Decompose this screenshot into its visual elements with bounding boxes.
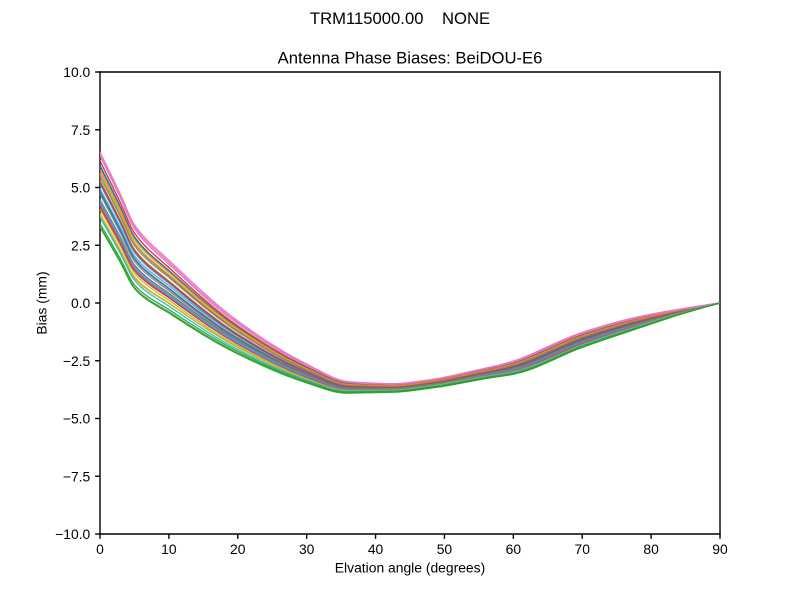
svg-text:Bias (mm): Bias (mm)	[34, 271, 50, 334]
svg-text:−5.0: −5.0	[63, 411, 91, 427]
svg-text:80: 80	[643, 541, 659, 557]
svg-text:5.0: 5.0	[71, 180, 91, 196]
svg-text:0.0: 0.0	[71, 295, 91, 311]
svg-text:70: 70	[575, 541, 591, 557]
svg-text:Antenna Phase Biases: BeiDOU-E: Antenna Phase Biases: BeiDOU-E6	[278, 49, 543, 68]
svg-text:0: 0	[96, 541, 104, 557]
svg-text:10.0: 10.0	[63, 64, 90, 80]
svg-text:60: 60	[506, 541, 522, 557]
svg-text:50: 50	[437, 541, 453, 557]
svg-text:−2.5: −2.5	[63, 353, 91, 369]
svg-text:TRM115000.00 NONE: TRM115000.00 NONE	[310, 9, 490, 28]
svg-text:Elvation angle (degrees): Elvation angle (degrees)	[335, 559, 485, 575]
svg-text:−7.5: −7.5	[63, 468, 91, 484]
svg-text:90: 90	[712, 541, 728, 557]
svg-text:2.5: 2.5	[71, 237, 91, 253]
svg-text:10: 10	[161, 541, 177, 557]
svg-text:7.5: 7.5	[71, 122, 91, 138]
svg-text:20: 20	[230, 541, 246, 557]
svg-text:−10.0: −10.0	[55, 526, 90, 542]
svg-text:40: 40	[368, 541, 384, 557]
svg-text:30: 30	[299, 541, 315, 557]
